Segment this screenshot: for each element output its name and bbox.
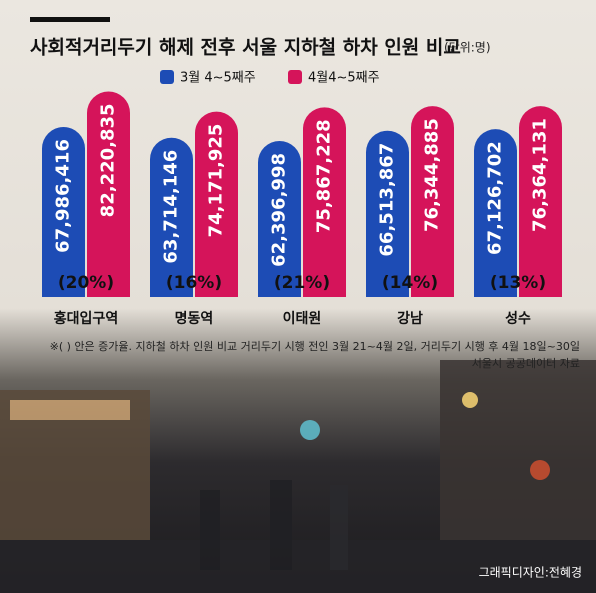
source: 서울시 공공데이터 자료 xyxy=(472,357,580,370)
value-label: 63,714,146 xyxy=(161,150,182,264)
value-label: 75,867,228 xyxy=(314,119,335,233)
chart-title: 사회적거리두기 해제 전후 서울 지하철 하차 인원 비교 xyxy=(30,37,461,59)
annotation: (14%) xyxy=(382,273,438,293)
x-tick-label: 이태원 xyxy=(283,310,322,327)
value-label: 67,986,416 xyxy=(53,139,74,253)
legend-label: 4월4~5째주 xyxy=(308,71,380,86)
value-label: 67,126,702 xyxy=(485,141,506,255)
annotation: (16%) xyxy=(166,273,222,293)
legend-swatch xyxy=(160,70,174,84)
value-label: 62,396,998 xyxy=(269,153,290,267)
bar xyxy=(366,130,409,297)
value-label: 74,171,925 xyxy=(206,124,227,238)
bar xyxy=(303,107,346,297)
bar xyxy=(195,111,238,297)
annotation: (20%) xyxy=(58,273,114,293)
unit: (단위:명) xyxy=(444,41,491,55)
street-photo xyxy=(0,360,596,593)
credit: 그래픽디자인:전혜경 xyxy=(479,566,582,580)
bar xyxy=(411,106,454,297)
bar xyxy=(42,127,85,297)
x-tick-label: 명동역 xyxy=(175,310,214,327)
x-tick-label: 강남 xyxy=(397,310,423,327)
value-label: 82,220,835 xyxy=(98,103,119,217)
legend-swatch xyxy=(288,70,302,84)
legend-label: 3월 4~5째주 xyxy=(180,71,256,86)
value-label: 66,513,867 xyxy=(377,143,398,257)
bar xyxy=(258,141,301,297)
note: ※( ) 안은 증가율. 지하철 하차 인원 비교 거리두기 시행 전인 3월 … xyxy=(50,339,580,353)
bar xyxy=(87,91,130,298)
bar xyxy=(474,129,517,297)
annotation: (21%) xyxy=(274,273,330,293)
bar xyxy=(519,106,562,297)
bar xyxy=(150,137,193,297)
title-bar xyxy=(30,17,110,22)
annotation: (13%) xyxy=(490,273,546,293)
value-label: 76,364,131 xyxy=(530,118,551,232)
x-tick-label: 성수 xyxy=(505,311,531,327)
x-tick-label: 홍대입구역 xyxy=(54,310,118,327)
value-label: 76,344,885 xyxy=(422,118,443,232)
